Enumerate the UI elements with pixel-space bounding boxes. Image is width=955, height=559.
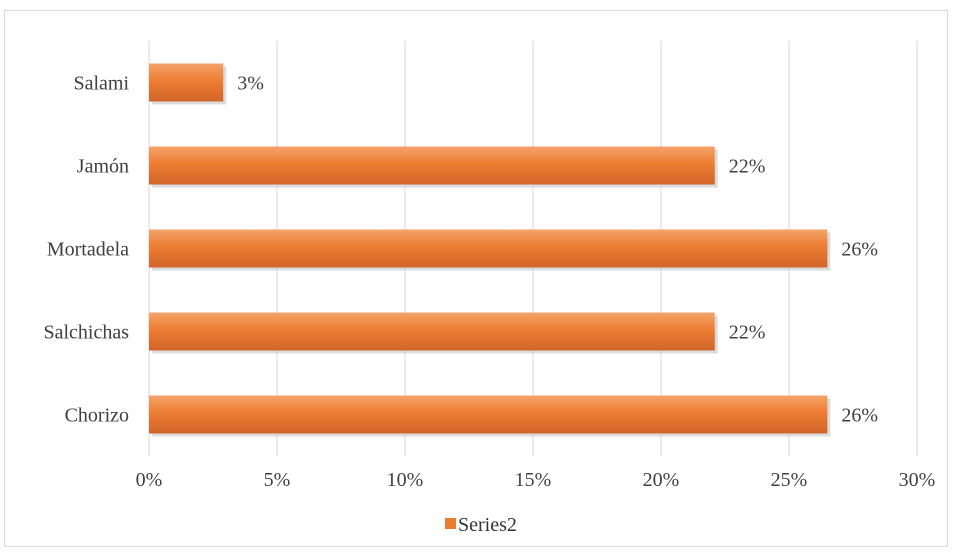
data-label: 26% bbox=[841, 405, 878, 427]
bar-mortadela bbox=[149, 229, 828, 268]
legend-swatch bbox=[445, 518, 456, 529]
x-tick-label: 15% bbox=[515, 469, 552, 491]
legend: Series2 bbox=[445, 514, 517, 536]
bar-jam-n bbox=[149, 146, 715, 185]
category-label: Mortadela bbox=[47, 239, 129, 261]
bar-salchichas bbox=[149, 312, 715, 351]
legend-entry-series2: Series2 bbox=[458, 514, 517, 536]
chart-frame: 0% 5% 10% 15% 20% 25% 30% Chorizo 26% Salchichas 2… bbox=[4, 10, 948, 547]
category-label: Jamón bbox=[77, 156, 129, 178]
x-tick-label: 10% bbox=[387, 469, 424, 491]
category-label: Chorizo bbox=[65, 405, 129, 427]
data-label: 22% bbox=[729, 322, 766, 344]
labels: 0% 5% 10% 15% 20% 25% 30% Chorizo 26% Salchichas 2… bbox=[43, 73, 935, 492]
data-label: 3% bbox=[237, 73, 264, 95]
bars bbox=[149, 63, 831, 437]
bar-chorizo bbox=[149, 395, 828, 434]
category-label: Salchichas bbox=[43, 322, 129, 344]
x-tick-label: 20% bbox=[643, 469, 680, 491]
x-tick-label: 5% bbox=[264, 469, 291, 491]
x-tick-label: 25% bbox=[771, 469, 808, 491]
bar-salami bbox=[149, 63, 224, 102]
x-tick-label: 0% bbox=[136, 469, 163, 491]
x-tick-label: 30% bbox=[899, 469, 936, 491]
data-label: 22% bbox=[729, 156, 766, 178]
data-label: 26% bbox=[841, 239, 878, 261]
bar-chart: 0% 5% 10% 15% 20% 25% 30% Chorizo 26% Salchichas 2… bbox=[43, 41, 935, 536]
category-label: Salami bbox=[73, 73, 129, 95]
